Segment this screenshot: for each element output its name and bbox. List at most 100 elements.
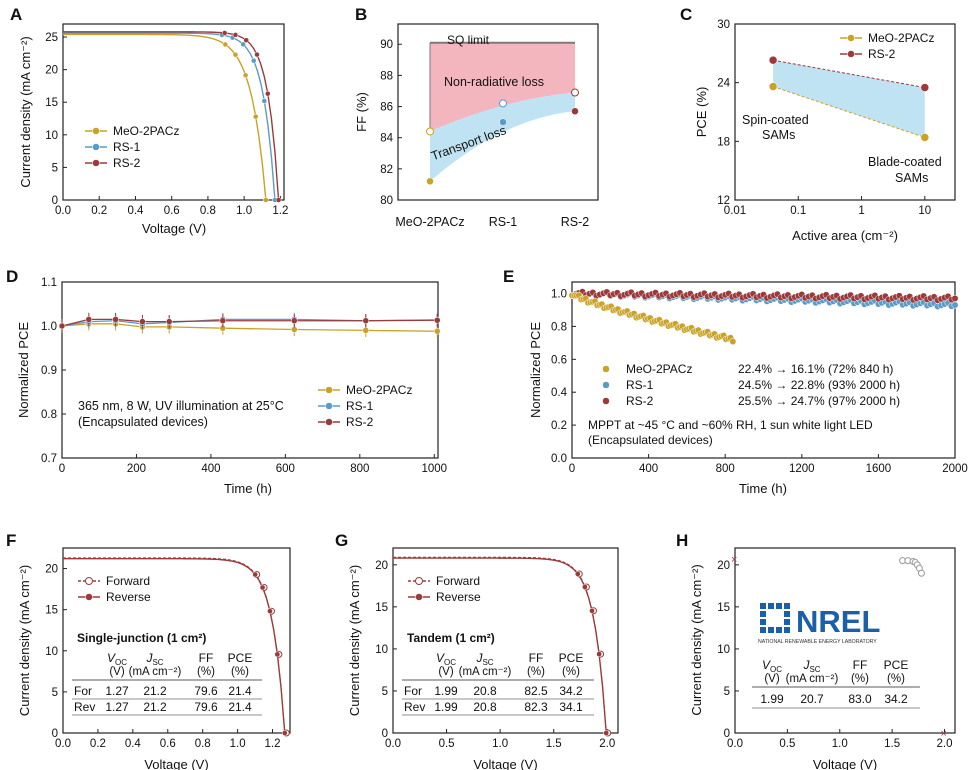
table-row-label: Rev [404, 700, 425, 714]
legend-value: 22.4% → 16.1% (72% 840 h) [738, 362, 893, 376]
y-tick-label: 25 [45, 32, 58, 44]
legend-marker [415, 593, 423, 601]
data-point [85, 316, 93, 323]
y-tick-label: 10 [375, 644, 388, 656]
x-tick-label: 800 [350, 463, 369, 475]
x-tick-label: 1.5 [884, 738, 900, 750]
series-line [62, 33, 267, 201]
series-line [773, 59, 925, 89]
legend-label: RS-1 [626, 378, 654, 392]
nrel-logo-text: NREL [796, 604, 880, 639]
nrel-logo-square [784, 619, 790, 625]
table-cell: 34.2 [559, 684, 583, 698]
y-tick-label: 0 [382, 728, 388, 740]
data-point [499, 118, 507, 126]
x-tick-label: 400 [201, 463, 220, 475]
panel-d-letter: D [6, 267, 18, 286]
x-tick-label: 1 [858, 205, 864, 217]
area-between-series [773, 60, 925, 138]
table-header: PCE [228, 651, 253, 665]
data-point [259, 584, 266, 591]
y-tick-label: 0.8 [41, 409, 57, 421]
table-unit: (%) [562, 666, 580, 678]
x-tick-label: 0.0 [55, 738, 71, 750]
data-point [274, 651, 281, 658]
table-header: FF [529, 651, 544, 665]
legend-marker [602, 397, 610, 405]
panel-a-axes [62, 23, 285, 201]
panel-a-ylabel: Current density (mA cm⁻²) [18, 36, 33, 187]
data-point [574, 571, 581, 577]
table-header: JSC [145, 651, 163, 667]
nrel-logo-square [784, 611, 790, 617]
data-point [232, 32, 239, 38]
legend-label: Reverse [106, 590, 151, 604]
x-tick-label: 2.0 [937, 738, 953, 750]
table-cell: 34.2 [884, 692, 908, 706]
x-tick-label: 1.2 [272, 205, 288, 217]
x-axis-label: Voltage (V) [473, 757, 537, 770]
x-tick-label: 1.5 [546, 738, 562, 750]
data-point [281, 730, 288, 736]
legend-label: RS-1 [346, 399, 374, 413]
panel-c-axes [734, 23, 956, 201]
y-tick-label: 80 [380, 195, 393, 207]
panel-c-letter: C [680, 5, 692, 24]
nrel-logo-square [784, 627, 790, 633]
data-point [221, 30, 228, 36]
cross-marker: × [731, 554, 737, 566]
x-tick-label: 0.5 [439, 738, 455, 750]
data-point [362, 327, 370, 334]
data-point [603, 730, 610, 736]
y-tick-label: 5 [52, 687, 58, 699]
y-tick-label: 30 [717, 19, 730, 31]
legend-value: 25.5% → 24.7% (97% 2000 h) [738, 394, 900, 408]
x-axis-label: Voltage (V) [813, 757, 877, 770]
panel-e-ylabel: Normalized PCE [528, 322, 543, 418]
data-point [917, 569, 925, 577]
table-header: FF [853, 658, 868, 672]
panel-b-ylabel: FF (%) [354, 92, 369, 132]
table-unit: (%) [887, 673, 905, 685]
panel-h-axes [734, 547, 956, 734]
y-tick-label: 10 [45, 130, 58, 142]
subscript: SC [482, 658, 493, 667]
x-tick-label: 2000 [942, 463, 968, 475]
panel-d-ylabel: Normalized PCE [16, 322, 31, 418]
table-row-label: For [74, 684, 92, 698]
nrel-logo-square [760, 627, 766, 633]
subscript: OC [115, 658, 127, 667]
spin-coated-label: Spin-coated [742, 113, 809, 127]
non-radiative-loss-area [430, 42, 575, 132]
data-point [165, 318, 173, 325]
x-tick-label: 400 [639, 463, 658, 475]
table-cell: 1.99 [434, 700, 458, 714]
x-tick-label: 1.0 [832, 738, 848, 750]
legend-label: MeO-2PACz [346, 383, 412, 397]
legend-label: Forward [106, 574, 150, 588]
table-cell: 21.2 [143, 684, 167, 698]
data-point [252, 571, 259, 578]
y-tick-label: 0.7 [41, 453, 57, 465]
y-tick-label: 15 [717, 602, 730, 614]
table-cell: 21.4 [228, 700, 252, 714]
legend-marker [325, 402, 333, 410]
series-line [393, 556, 607, 733]
data-point [254, 51, 260, 58]
x-tick-label: 0.0 [385, 738, 401, 750]
y-tick-label: 0.6 [551, 354, 567, 366]
condition-note: (Encapsulated devices) [78, 415, 208, 429]
table-unit: (V) [109, 666, 125, 678]
table-cell: 1.99 [434, 684, 458, 698]
y-tick-label: 10 [45, 646, 58, 658]
table-unit: (mA cm⁻²) [459, 666, 512, 678]
data-point [291, 317, 298, 324]
data-point [571, 107, 579, 115]
table-cell: 82.3 [524, 700, 548, 714]
table-cell: 20.7 [800, 692, 824, 706]
table-row-label: For [404, 684, 422, 698]
table-header: JSC [802, 658, 820, 674]
y-tick-label: 5 [382, 686, 388, 698]
subscript: OC [770, 665, 782, 674]
table-unit: (%) [851, 673, 869, 685]
